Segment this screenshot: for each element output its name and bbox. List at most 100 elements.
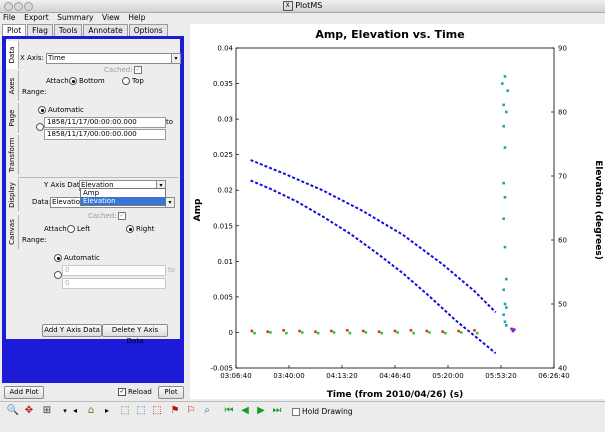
x-attach-top-radio[interactable] xyxy=(122,77,130,85)
delete-y-axis-data-button[interactable]: Delete Y Axis Data xyxy=(102,324,168,345)
chevron-down-icon: ▾ xyxy=(156,181,165,190)
close-window-button[interactable] xyxy=(4,2,13,11)
y-ticks: -0.005 0 0.005 0.01 0.015 0.02 0.025 0.03 0.035 0… xyxy=(210,45,239,373)
plot-controls: Add Plot ✓ Reload Plot xyxy=(2,386,184,399)
stack-dropdown-icon[interactable]: ▾ xyxy=(63,407,67,415)
menu-bar: File Export Summary View Help xyxy=(0,13,605,23)
tab-annotate[interactable]: Annotate xyxy=(83,24,128,36)
y-axis-data-select-value: Elevation xyxy=(81,181,114,189)
x-axis-select-value: Time xyxy=(48,54,66,62)
data-point xyxy=(393,329,397,333)
side-tab-transform[interactable]: Transform xyxy=(6,135,19,175)
side-tab-canvas[interactable]: Canvas xyxy=(6,215,19,249)
select-region-icon[interactable]: ⬚ xyxy=(120,405,130,416)
data-point xyxy=(512,328,516,331)
x-range-to-field[interactable]: 1858/11/17/00:00:00.000 xyxy=(44,129,166,140)
y-tick-label: 0.005 xyxy=(213,293,233,301)
minimize-window-button[interactable] xyxy=(14,2,23,11)
tab-plot[interactable]: Plot xyxy=(2,24,27,36)
data-point xyxy=(510,327,513,331)
zoom-window-button[interactable] xyxy=(24,2,33,11)
data-point xyxy=(361,329,365,333)
tab-tools[interactable]: Tools xyxy=(53,24,83,36)
app-icon: X xyxy=(282,0,293,11)
x-range-from-field[interactable]: 1858/11/17/00:00:00.000 xyxy=(44,117,166,128)
home-icon[interactable]: ⌂ xyxy=(87,405,95,416)
data-point xyxy=(503,245,507,249)
annotate-region-icon[interactable]: ⬚ xyxy=(136,405,146,416)
y2-tick-label: 50 xyxy=(558,301,567,309)
x-range-manual-radio[interactable] xyxy=(36,123,44,131)
x-attach-bottom-radio[interactable] xyxy=(69,77,77,85)
data-point xyxy=(412,331,415,335)
previous-icon[interactable]: ◀ xyxy=(241,405,249,416)
next-icon[interactable]: ▶ xyxy=(257,405,265,416)
tab-options[interactable]: Options xyxy=(128,24,168,36)
locate-icon[interactable]: ⬚ xyxy=(152,405,162,416)
plot-canvas[interactable]: Amp, Elevation vs. Time 03:06:40 03:40:00… xyxy=(190,24,605,400)
data-point xyxy=(300,331,304,334)
y-range-automatic-radio[interactable] xyxy=(54,254,62,262)
menu-summary[interactable]: Summary xyxy=(57,13,94,22)
x-axis-select[interactable]: Time ▾ xyxy=(46,53,181,64)
data-point xyxy=(502,217,505,220)
data-point xyxy=(298,329,301,333)
y-tick-label: 0 xyxy=(229,329,233,337)
y-tick-label: 0.01 xyxy=(217,258,233,266)
data-point xyxy=(503,196,507,199)
dropdown-option-elevation[interactable]: Elevation xyxy=(81,197,165,205)
y2-tick-label: 70 xyxy=(558,173,567,181)
y-cached-checkbox[interactable]: ✓ xyxy=(118,212,126,220)
flag-icon[interactable]: ⚑ xyxy=(170,405,180,416)
y-range-to-field[interactable]: 0 xyxy=(62,278,166,289)
data-point xyxy=(346,329,349,332)
side-tab-axes[interactable]: Axes xyxy=(6,71,19,101)
data-point xyxy=(396,331,399,334)
y-range-to-label: to xyxy=(168,266,176,274)
last-icon[interactable]: ⏭ xyxy=(272,405,282,416)
pan-icon[interactable]: ✥ xyxy=(24,405,34,416)
x-range-automatic-label: Automatic xyxy=(48,106,84,114)
data-point xyxy=(250,329,254,333)
x-range-to-label: to xyxy=(166,118,174,126)
stack-icon[interactable]: ⊞ xyxy=(42,405,52,416)
x-cached-checkbox[interactable]: ✓ xyxy=(134,66,142,74)
data-point xyxy=(269,331,272,334)
y-attach-left-radio[interactable] xyxy=(67,225,75,233)
y-tick-label: 0.015 xyxy=(213,222,233,230)
hold-drawing-checkbox[interactable] xyxy=(292,408,300,416)
menu-file[interactable]: File xyxy=(3,13,16,22)
side-tab-display[interactable]: Display xyxy=(6,179,19,211)
side-tab-page[interactable]: Page xyxy=(6,103,19,133)
zoom-icon[interactable]: 🔍 xyxy=(6,405,20,416)
data-point xyxy=(502,124,505,128)
back-icon[interactable]: ◂ xyxy=(72,406,77,415)
data-point xyxy=(441,330,444,334)
forward-icon[interactable]: ▸ xyxy=(104,406,109,415)
data-point xyxy=(502,103,505,107)
menu-help[interactable]: Help xyxy=(128,13,146,22)
dropdown-option-amp[interactable]: Amp xyxy=(83,189,100,197)
y-attach-right-radio[interactable] xyxy=(126,225,134,233)
add-plot-button[interactable]: Add Plot xyxy=(4,386,44,399)
first-icon[interactable]: ⏮ xyxy=(224,405,234,416)
y-range-manual-radio[interactable] xyxy=(54,271,62,279)
data-point xyxy=(503,75,507,78)
menu-export[interactable]: Export xyxy=(24,13,49,22)
data-point xyxy=(266,330,270,334)
plot-button[interactable]: Plot xyxy=(158,386,184,399)
reload-checkbox[interactable]: ✓ xyxy=(118,388,126,396)
y-range-from-field[interactable]: 0 xyxy=(62,265,166,276)
side-tab-data[interactable]: Data xyxy=(6,41,19,69)
y2-tick-label: 60 xyxy=(558,237,567,245)
search-icon[interactable]: ⌕ xyxy=(204,405,210,416)
add-y-axis-data-button[interactable]: Add Y Axis Data xyxy=(42,324,102,337)
menu-view[interactable]: View xyxy=(102,13,120,22)
y-attach-left-label: Left xyxy=(77,225,91,233)
data-point xyxy=(511,329,515,333)
data-point xyxy=(502,181,505,185)
x-range-automatic-radio[interactable] xyxy=(38,106,46,114)
y-tick-label: 0.03 xyxy=(217,116,233,124)
unflag-icon[interactable]: ⚐ xyxy=(186,405,196,416)
tab-flag[interactable]: Flag xyxy=(27,24,53,36)
